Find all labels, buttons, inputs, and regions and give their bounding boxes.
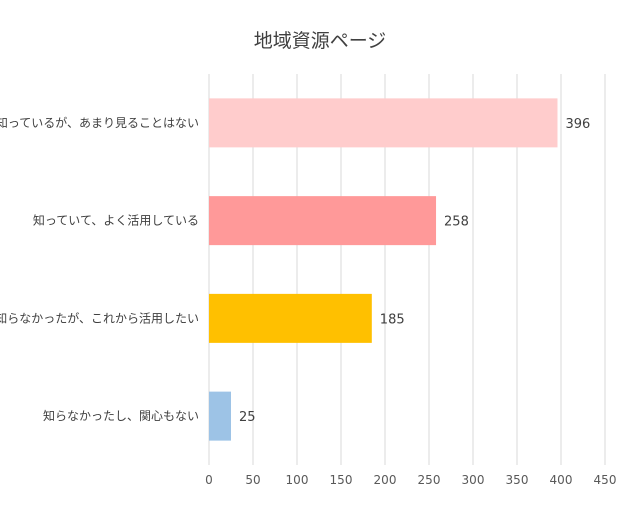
data-label-2: 258	[444, 215, 469, 230]
x-tick-label-150: 150	[330, 473, 353, 487]
x-tick-label-300: 300	[462, 473, 485, 487]
category-label-1: 知っているが、あまり見ることはない	[0, 115, 199, 130]
bar-2	[209, 196, 437, 246]
x-tick-label-50: 50	[245, 473, 260, 487]
bar-1	[209, 98, 558, 148]
data-label-1: 396	[565, 117, 590, 132]
x-tick-label-0: 0	[205, 473, 213, 487]
category-label-3: 知らなかったが、これから活用したい	[0, 310, 199, 325]
chart-title: 地域資源ページ	[253, 30, 387, 52]
bar-3	[209, 293, 372, 343]
x-tick-label-400: 400	[550, 473, 573, 487]
x-tick-label-200: 200	[374, 473, 397, 487]
x-tick-label-350: 350	[506, 473, 529, 487]
x-tick-label-250: 250	[418, 473, 441, 487]
bar-4	[209, 391, 231, 441]
x-tick-label-450: 450	[594, 473, 617, 487]
category-label-4: 知らなかったし、関心もない	[43, 409, 199, 423]
x-tick-label-100: 100	[286, 473, 309, 487]
category-label-2: 知っていて、よく活用している	[33, 214, 199, 228]
data-label-3: 185	[380, 312, 405, 327]
data-label-4: 25	[239, 410, 256, 425]
